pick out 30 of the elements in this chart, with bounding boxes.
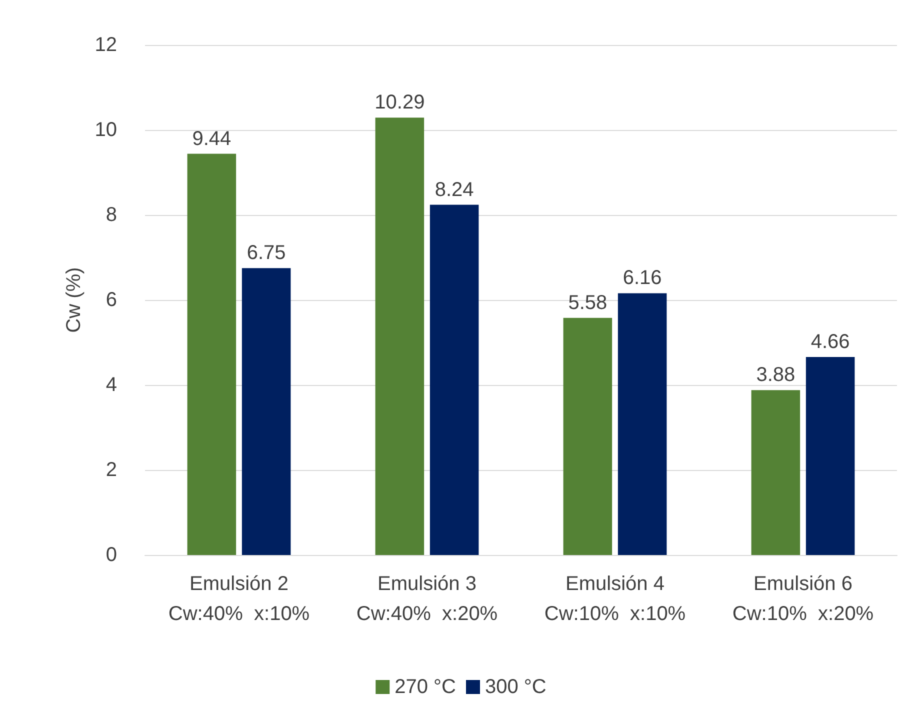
y-axis-title: Cw (%) [62, 267, 85, 333]
x-tick-label: Emulsión 6 Cw:10% x:20% [732, 573, 874, 625]
data-label: 6.75 [246, 242, 286, 264]
x-tick-label: Emulsión 2 Cw:40% x:10% [168, 573, 310, 625]
legend-label: 300 °C [485, 676, 546, 698]
bar [187, 154, 236, 555]
data-label: 10.29 [374, 92, 425, 114]
x-tick-label: Emulsión 3 Cw:40% x:20% [356, 573, 498, 625]
x-tick-label: Emulsión 4 Cw:10% x:10% [544, 573, 686, 625]
data-label: 8.24 [434, 178, 474, 201]
data-label: 3.88 [756, 364, 796, 386]
y-tick-label: 10 [94, 119, 117, 141]
y-tick-label: 8 [106, 204, 117, 226]
y-tick-label: 4 [106, 374, 117, 396]
bar [751, 390, 800, 555]
y-tick-label: 6 [106, 289, 117, 311]
bar [375, 118, 424, 555]
bar [618, 293, 667, 555]
data-label: 6.16 [622, 267, 662, 290]
bar [430, 204, 479, 555]
data-label: 5.58 [568, 292, 608, 314]
y-tick-label: 2 [106, 459, 117, 481]
data-label: 9.44 [192, 128, 232, 150]
bar [242, 268, 291, 555]
y-tick-label: 0 [106, 544, 117, 566]
bar [806, 356, 855, 555]
bar [563, 318, 612, 555]
y-tick-label: 12 [94, 34, 117, 56]
data-label: 4.66 [810, 330, 850, 353]
legend-label: 270 °C [394, 676, 456, 698]
